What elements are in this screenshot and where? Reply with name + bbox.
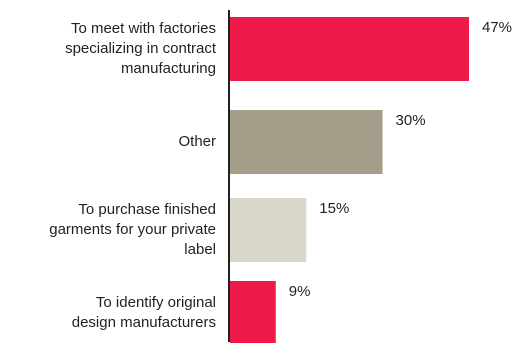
category-label-1: To meet with factories specializing in c… xyxy=(65,20,216,77)
category-label-3: To purchase finished garments for your p… xyxy=(49,201,216,258)
value-label-2: 30% xyxy=(395,112,426,129)
bar-4 xyxy=(230,281,276,345)
value-label-4: 9% xyxy=(288,283,311,300)
value-label-1: 47% xyxy=(482,19,513,36)
bar-2 xyxy=(230,110,383,174)
bar-1 xyxy=(230,17,469,81)
bar-3 xyxy=(230,198,307,262)
category-label-2: Other xyxy=(178,133,216,150)
value-label-3: 15% xyxy=(319,200,350,217)
category-label-4: To identify original design manufacturer… xyxy=(71,294,216,331)
